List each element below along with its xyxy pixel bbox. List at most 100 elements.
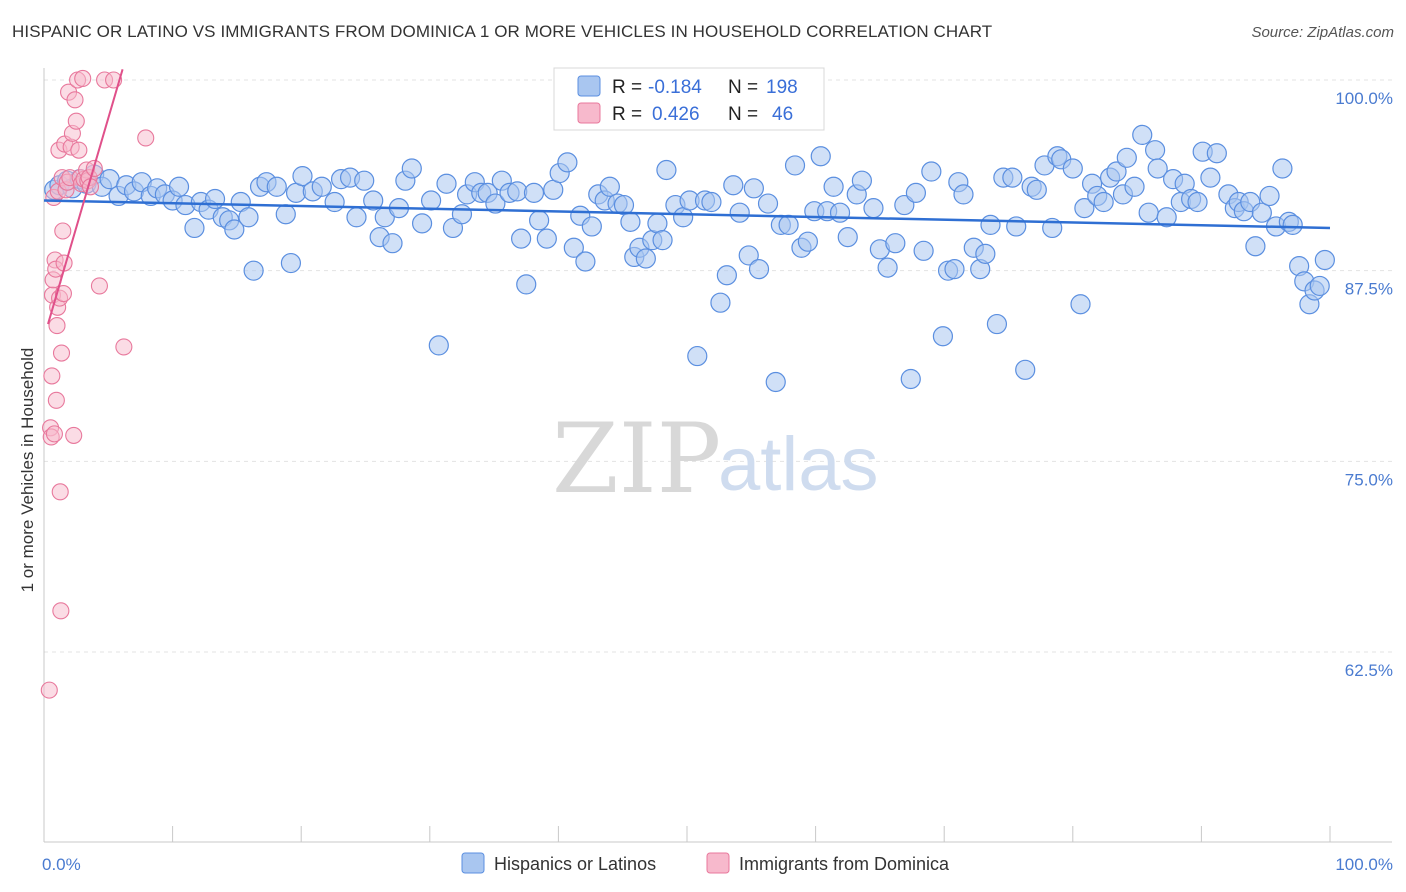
data-point-hispanic bbox=[885, 233, 906, 254]
data-point-hispanic bbox=[516, 274, 537, 295]
data-point-hispanic bbox=[285, 182, 307, 203]
gridlines bbox=[44, 79, 1392, 653]
data-point-dominica bbox=[54, 284, 72, 303]
legend-n-label-blue: N = bbox=[728, 77, 758, 98]
data-point-hispanic bbox=[823, 176, 844, 197]
data-point-hispanic bbox=[1002, 167, 1023, 188]
data-point-hispanic bbox=[1026, 179, 1047, 200]
data-point-hispanic bbox=[810, 146, 831, 167]
data-point-hispanic bbox=[710, 292, 731, 313]
data-point-hispanic bbox=[1206, 143, 1227, 164]
data-point-dominica bbox=[45, 425, 63, 443]
series-hispanics-points bbox=[44, 124, 1335, 393]
data-point-hispanic bbox=[557, 152, 578, 173]
data-point-dominica bbox=[40, 681, 58, 699]
data-point-hispanic bbox=[635, 248, 656, 269]
data-point-hispanic bbox=[311, 176, 332, 197]
data-point-hispanic bbox=[275, 204, 296, 225]
data-point-hispanic bbox=[1251, 202, 1272, 223]
legend-swatch-blue bbox=[577, 75, 601, 97]
data-point-hispanic bbox=[953, 184, 974, 205]
legend-r-value-pink: 0.426 bbox=[652, 104, 700, 125]
data-point-dominica bbox=[47, 391, 65, 409]
data-point-hispanic bbox=[784, 155, 806, 176]
data-point-hispanic bbox=[932, 326, 954, 347]
data-point-hispanic bbox=[687, 345, 708, 367]
legend-r-label-blue: R = bbox=[612, 77, 642, 98]
data-point-hispanic bbox=[1015, 359, 1036, 380]
trend-line-hispanic bbox=[43, 199, 1331, 230]
x-tick-label: 0.0% bbox=[42, 855, 81, 874]
data-point-hispanic bbox=[292, 165, 313, 187]
data-point-hispanic bbox=[1062, 158, 1083, 179]
data-point-dominica bbox=[67, 112, 85, 130]
data-point-hispanic bbox=[1200, 167, 1221, 188]
series-dominica-points bbox=[40, 69, 155, 699]
data-point-hispanic bbox=[980, 214, 1001, 236]
data-point-hispanic bbox=[280, 252, 302, 274]
data-point-hispanic bbox=[1074, 198, 1095, 219]
bottom-legend-swatch-pink bbox=[706, 852, 730, 874]
data-point-hispanic bbox=[743, 178, 764, 199]
bottom-legend: Hispanics or Latinos Immigrants from Dom… bbox=[461, 852, 950, 874]
data-point-dominica bbox=[90, 277, 108, 295]
data-point-hispanic bbox=[581, 216, 602, 237]
data-point-hispanic bbox=[723, 175, 744, 196]
data-point-dominica bbox=[137, 129, 155, 147]
data-point-hispanic bbox=[1187, 191, 1208, 213]
data-point-hispanic bbox=[536, 228, 557, 249]
data-point-hispanic bbox=[716, 265, 737, 286]
legend-n-value-blue: 198 bbox=[766, 77, 798, 98]
y-axis-tick-labels: 100.0% 87.5% 75.0% 62.5% bbox=[1335, 89, 1393, 680]
data-point-dominica bbox=[51, 483, 69, 501]
data-point-hispanic bbox=[1145, 140, 1166, 161]
data-point-hispanic bbox=[975, 243, 996, 264]
data-point-hispanic bbox=[738, 245, 759, 266]
data-point-hispanic bbox=[1309, 275, 1330, 297]
stats-legend: R = -0.184 N = 198 R = 0.426 N = 46 bbox=[553, 67, 825, 131]
data-point-hispanic bbox=[523, 182, 545, 203]
data-point-hispanic bbox=[382, 233, 403, 254]
data-point-hispanic bbox=[436, 173, 457, 194]
watermark: ZIP atlas bbox=[552, 403, 879, 515]
data-point-hispanic bbox=[168, 176, 190, 197]
data-point-hispanic bbox=[575, 251, 596, 272]
data-point-hispanic bbox=[647, 213, 668, 234]
data-point-hispanic bbox=[863, 198, 884, 219]
data-point-hispanic bbox=[729, 202, 750, 223]
data-point-hispanic bbox=[243, 260, 264, 281]
data-point-hispanic bbox=[900, 368, 921, 390]
legend-r-label-pink: R = bbox=[612, 104, 642, 125]
legend-r-value-blue: -0.184 bbox=[648, 77, 702, 98]
data-point-hispanic bbox=[913, 240, 934, 261]
data-point-hispanic bbox=[986, 313, 1008, 335]
data-point-hispanic bbox=[184, 217, 205, 239]
data-point-hispanic bbox=[748, 259, 770, 280]
data-point-hispanic bbox=[1093, 191, 1114, 213]
data-point-hispanic bbox=[428, 335, 449, 356]
data-point-hispanic bbox=[851, 170, 872, 191]
data-point-hispanic bbox=[894, 194, 915, 216]
data-point-hispanic bbox=[1116, 147, 1137, 168]
data-point-dominica bbox=[52, 344, 71, 362]
data-point-dominica bbox=[54, 222, 72, 240]
data-point-hispanic bbox=[451, 204, 473, 225]
data-point-hispanic bbox=[543, 179, 564, 200]
data-point-hispanic bbox=[238, 207, 259, 228]
data-point-hispanic bbox=[411, 213, 433, 234]
data-point-hispanic bbox=[1282, 214, 1303, 236]
bottom-legend-swatch-blue bbox=[461, 852, 485, 874]
data-point-dominica bbox=[48, 317, 66, 335]
data-point-hispanic bbox=[529, 210, 550, 231]
data-point-hispanic bbox=[420, 190, 442, 211]
y-tick-label: 75.0% bbox=[1345, 470, 1393, 489]
data-point-hispanic bbox=[1070, 294, 1091, 315]
legend-n-label-pink: N = bbox=[728, 104, 758, 125]
data-point-hispanic bbox=[944, 259, 965, 280]
data-point-hispanic bbox=[1106, 161, 1127, 182]
data-point-hispanic bbox=[1314, 249, 1335, 271]
trend-line-dominica bbox=[47, 69, 124, 325]
data-point-hispanic bbox=[701, 191, 722, 213]
x-axis-ticks bbox=[43, 826, 1331, 842]
data-point-hispanic bbox=[563, 237, 584, 258]
